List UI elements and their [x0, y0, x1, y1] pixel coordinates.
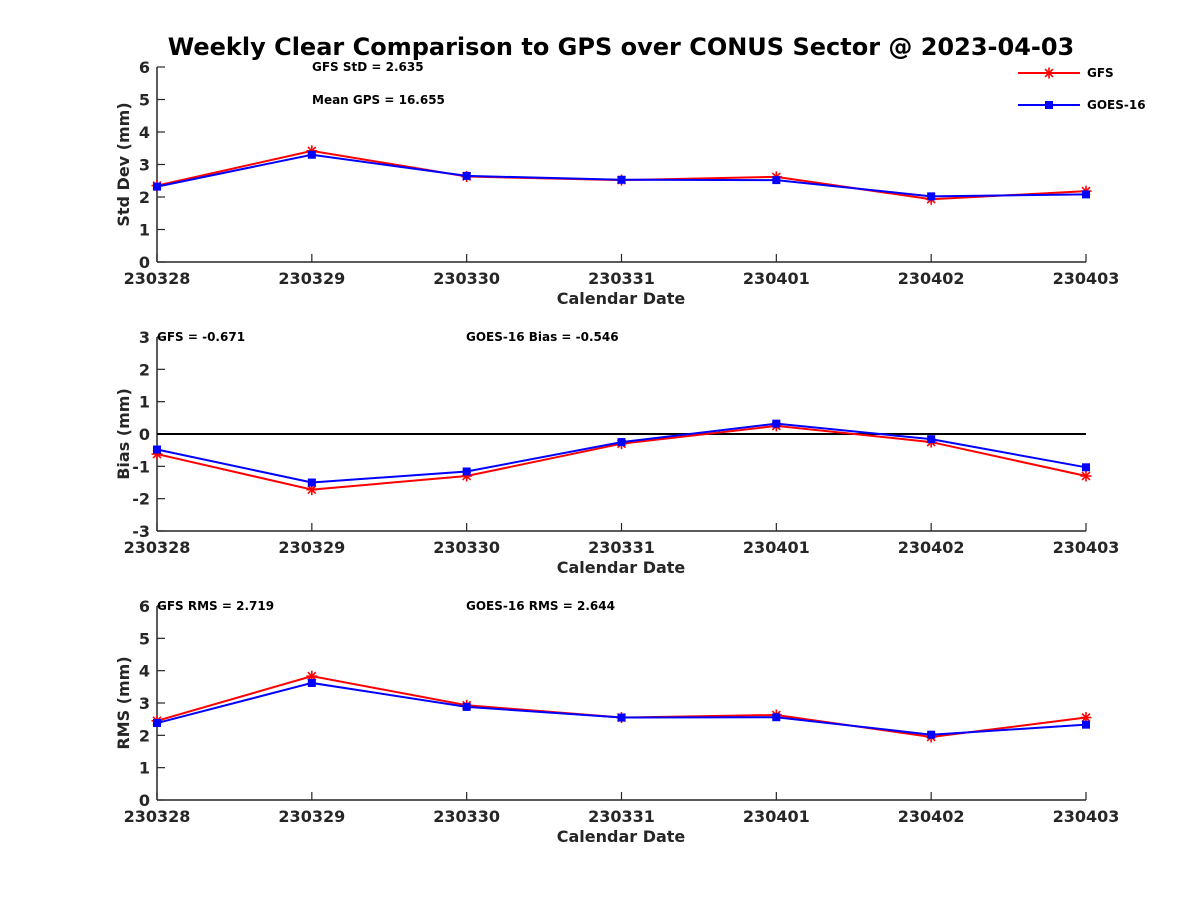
series-gfs	[151, 420, 1092, 496]
y-tick-label: 1	[139, 759, 150, 778]
data-point	[462, 467, 471, 476]
y-axis-label: Std Dev (mm)	[114, 102, 133, 226]
series-goes-16	[153, 419, 1090, 487]
y-axis-label: Bias (mm)	[114, 388, 133, 480]
x-tick-label: 230328	[124, 538, 191, 557]
y-tick-label: 0	[139, 253, 150, 272]
stat-annotation: GFS RMS = 2.719	[157, 599, 274, 613]
series-line	[156, 675, 1087, 738]
panel-3: 0 1 2 3 4 5 6 230328 230329 230330 230331 230401 230…	[114, 597, 1119, 846]
x-tick-label: 230403	[1053, 269, 1120, 288]
figure-title: Weekly Clear Comparison to GPS over CONU…	[168, 33, 1075, 61]
legend-marker	[1045, 101, 1053, 109]
data-point	[927, 435, 936, 444]
data-point	[462, 702, 471, 711]
y-tick-label: -1	[132, 457, 150, 476]
y-tick-label: 2	[139, 726, 150, 745]
y-tick-label: 6	[139, 58, 150, 77]
x-tick-label: 230329	[278, 807, 345, 826]
y-tick-label: 1	[139, 393, 150, 412]
x-tick-label: 230402	[898, 807, 965, 826]
x-tick-label: 230401	[743, 807, 810, 826]
y-tick-label: 5	[139, 629, 150, 648]
y-tick-label: 3	[139, 156, 150, 175]
series-line	[156, 422, 1087, 484]
legend-label: GOES-16	[1087, 98, 1146, 112]
y-tick-label: 4	[139, 123, 150, 142]
data-point	[307, 478, 316, 487]
y-tick-label: 6	[139, 597, 150, 616]
data-point	[1082, 720, 1090, 729]
legend-marker	[1043, 67, 1055, 79]
y-tick-label: 3	[139, 328, 150, 347]
series-goes-16	[153, 150, 1090, 201]
y-tick-label: 2	[139, 360, 150, 379]
stat-annotation: Mean GPS = 16.655	[312, 93, 445, 107]
x-tick-label: 230330	[433, 269, 500, 288]
y-axis-label: RMS (mm)	[114, 656, 133, 749]
data-point	[153, 182, 161, 191]
data-point	[307, 150, 316, 159]
y-tick-label: 1	[139, 221, 150, 240]
y-tick-label: 0	[139, 791, 150, 810]
x-tick-label: 230403	[1053, 538, 1120, 557]
x-tick-label: 230403	[1053, 807, 1120, 826]
y-tick-label: 5	[139, 91, 150, 110]
legend: GFS GOES-16	[1018, 66, 1146, 112]
data-point	[307, 678, 316, 687]
y-tick-label: -2	[132, 490, 150, 509]
x-tick-label: 230329	[278, 538, 345, 557]
panel-2: -3 -2 -1 0 1 2 3 230328 230329 230330 230331 230401…	[114, 328, 1119, 577]
x-tick-label: 230331	[588, 269, 655, 288]
data-point	[153, 719, 161, 728]
series-line	[156, 681, 1087, 736]
x-tick-label: 230328	[124, 807, 191, 826]
x-tick-label: 230331	[588, 807, 655, 826]
y-tick-label: 0	[139, 425, 150, 444]
data-point	[772, 419, 781, 428]
data-point	[772, 176, 781, 185]
x-tick-label: 230330	[433, 538, 500, 557]
y-tick-label: 2	[139, 188, 150, 207]
stat-annotation: GFS StD = 2.635	[312, 60, 424, 74]
data-point	[1082, 463, 1090, 472]
stat-annotation: GOES-16 RMS = 2.644	[466, 599, 615, 613]
x-tick-label: 230330	[433, 807, 500, 826]
stat-annotation: GFS = -0.671	[157, 330, 245, 344]
x-axis-label: Calendar Date	[557, 558, 686, 577]
x-axis-label: Calendar Date	[557, 827, 686, 846]
legend-label: GFS	[1087, 66, 1114, 80]
data-point	[927, 730, 936, 739]
stat-annotation: GOES-16 Bias = -0.546	[466, 330, 619, 344]
x-tick-label: 230328	[124, 269, 191, 288]
x-tick-label: 230401	[743, 269, 810, 288]
panel-1: 0 1 2 3 4 5 6 230328 230329 230330 230331 230401 230…	[114, 58, 1119, 308]
data-point	[1080, 470, 1092, 482]
data-point	[153, 445, 161, 454]
x-tick-label: 230331	[588, 538, 655, 557]
y-tick-label: -3	[132, 522, 150, 541]
data-point	[772, 713, 781, 722]
data-point	[617, 713, 626, 722]
data-point	[462, 171, 471, 180]
x-tick-label: 230402	[898, 538, 965, 557]
series-gfs	[151, 670, 1092, 743]
data-point	[617, 438, 626, 447]
data-point	[1082, 190, 1090, 199]
series-goes-16	[153, 678, 1090, 739]
x-tick-label: 230402	[898, 269, 965, 288]
data-point	[617, 175, 626, 184]
y-tick-label: 3	[139, 694, 150, 713]
y-tick-label: 4	[139, 662, 150, 681]
data-point	[927, 192, 936, 201]
x-tick-label: 230401	[743, 538, 810, 557]
x-axis-label: Calendar Date	[557, 289, 686, 308]
x-tick-label: 230329	[278, 269, 345, 288]
legend-entry: GOES-16	[1018, 98, 1146, 112]
legend-entry: GFS	[1018, 66, 1114, 80]
